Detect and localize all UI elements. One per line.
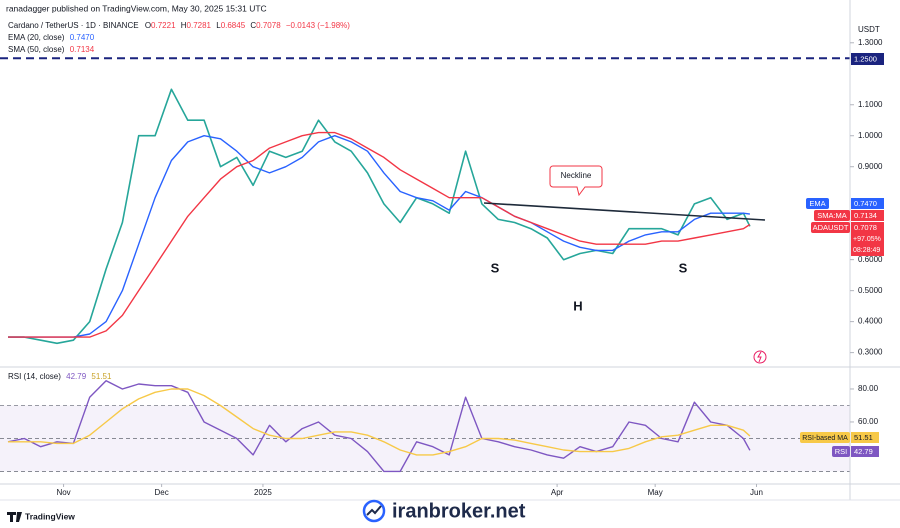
event-icon[interactable] [753, 350, 767, 364]
footer-logo-icon [7, 512, 22, 522]
value-tag [851, 210, 884, 221]
legend-value: 42.79 [66, 372, 87, 381]
series-tag [806, 198, 829, 209]
x-tick-label: 2025 [254, 488, 272, 497]
legend-entry: SMA (50, close) 0.7134 [8, 45, 95, 54]
series-tag-text: EMA [809, 199, 825, 208]
watermark-icon-arrow [366, 505, 382, 516]
x-tick-label: Jun [750, 488, 763, 497]
series-tag-text: RSI [835, 447, 848, 456]
y-tick-label: 0.4000 [858, 317, 883, 326]
quote-value: 0.7281 [187, 21, 212, 30]
series-tag-text: ADAUSDT [813, 223, 849, 232]
legend-value: 0.7134 [70, 45, 95, 54]
event-icon-bolt [757, 351, 762, 363]
symbol-title: Cardano / TetherUS · 1D · BINANCE [8, 21, 139, 30]
rsi-legend: RSI (14, close) 42.79 51.51 [8, 372, 112, 381]
y-tick-label: 1.0000 [858, 131, 883, 140]
quote-key: H [181, 21, 187, 30]
series-line [8, 131, 751, 338]
value-tag-text: 51.51 [854, 433, 873, 442]
quote-change: −0.0143 (−1.98%) [286, 21, 350, 30]
y-tick-label: 1.1000 [858, 100, 883, 109]
quote-line: Cardano / TetherUS · 1D · BINANCE O0.722… [8, 21, 350, 30]
series-line [8, 135, 750, 338]
value-tag-text: 42.79 [854, 447, 873, 456]
legend-value: 0.7470 [70, 33, 95, 42]
series-line [8, 88, 751, 345]
plot-layer [0, 57, 850, 473]
value-tag-text: 0.7134 [854, 211, 877, 220]
neckline-callout [549, 165, 603, 197]
series-line [8, 388, 751, 456]
series-tag [800, 432, 850, 443]
series-tag-text: SMA:MA [817, 211, 847, 220]
value-tag [851, 222, 884, 256]
watermark: iranbroker.net [392, 500, 526, 522]
legend-value: 51.51 [91, 372, 112, 381]
series-line [7, 380, 751, 473]
series-tag-text: RSI-based MA [802, 435, 848, 442]
legend-name: SMA (50, close) [8, 45, 65, 54]
rsi-title: RSI (14, close) [8, 372, 61, 381]
value-tag [851, 446, 879, 457]
x-tick-label: Dec [155, 488, 169, 497]
quote-value: 0.7221 [151, 21, 176, 30]
x-tick-label: Nov [56, 488, 70, 497]
y-tick-label: 0.5000 [858, 286, 883, 295]
y-tick-label: 60.00 [858, 417, 879, 426]
legend-name: EMA (20, close) [8, 33, 65, 42]
quote-key: O [145, 21, 151, 30]
level-tag-text: 1.2500 [854, 54, 877, 63]
quote-value: 0.7078 [256, 21, 281, 30]
footer-logo[interactable]: TradingView [25, 511, 75, 521]
value-tag-text: 0.7078 [854, 223, 877, 232]
watermark-icon [362, 499, 386, 523]
quote-key: C [250, 21, 256, 30]
y-tick-label: 0.3000 [858, 348, 883, 357]
x-tick-label: Apr [551, 488, 564, 497]
y-tick-label: 80.00 [858, 384, 879, 393]
quote-value: 0.6845 [221, 21, 246, 30]
value-tag [851, 432, 879, 443]
y-tick-label: 0.6000 [858, 255, 883, 264]
axis-unit: USDT [858, 25, 880, 34]
x-tick-label: May [648, 488, 663, 497]
value-tag [851, 198, 884, 209]
published-line: ranadagger published on TradingView.com,… [6, 3, 267, 13]
neckline-label: Neckline [561, 171, 592, 180]
y-tick-label: 0.9000 [858, 162, 883, 171]
quote-key: L [216, 21, 221, 30]
countdown-text: 08:28:49 [853, 247, 880, 254]
series-tag [811, 222, 850, 233]
y-tick-label: 1.3000 [858, 38, 883, 47]
series-tag [814, 210, 850, 221]
legend-entry: EMA (20, close) 0.7470 [8, 33, 95, 42]
neckline [483, 202, 766, 221]
change-tag-text: +97.05% [853, 236, 881, 243]
pattern-label: S [491, 260, 500, 275]
pattern-label: S [679, 260, 688, 275]
level-tag [851, 53, 884, 65]
pattern-label: H [573, 298, 582, 313]
value-tag-text: 0.7470 [854, 199, 877, 208]
series-tag [832, 446, 850, 457]
